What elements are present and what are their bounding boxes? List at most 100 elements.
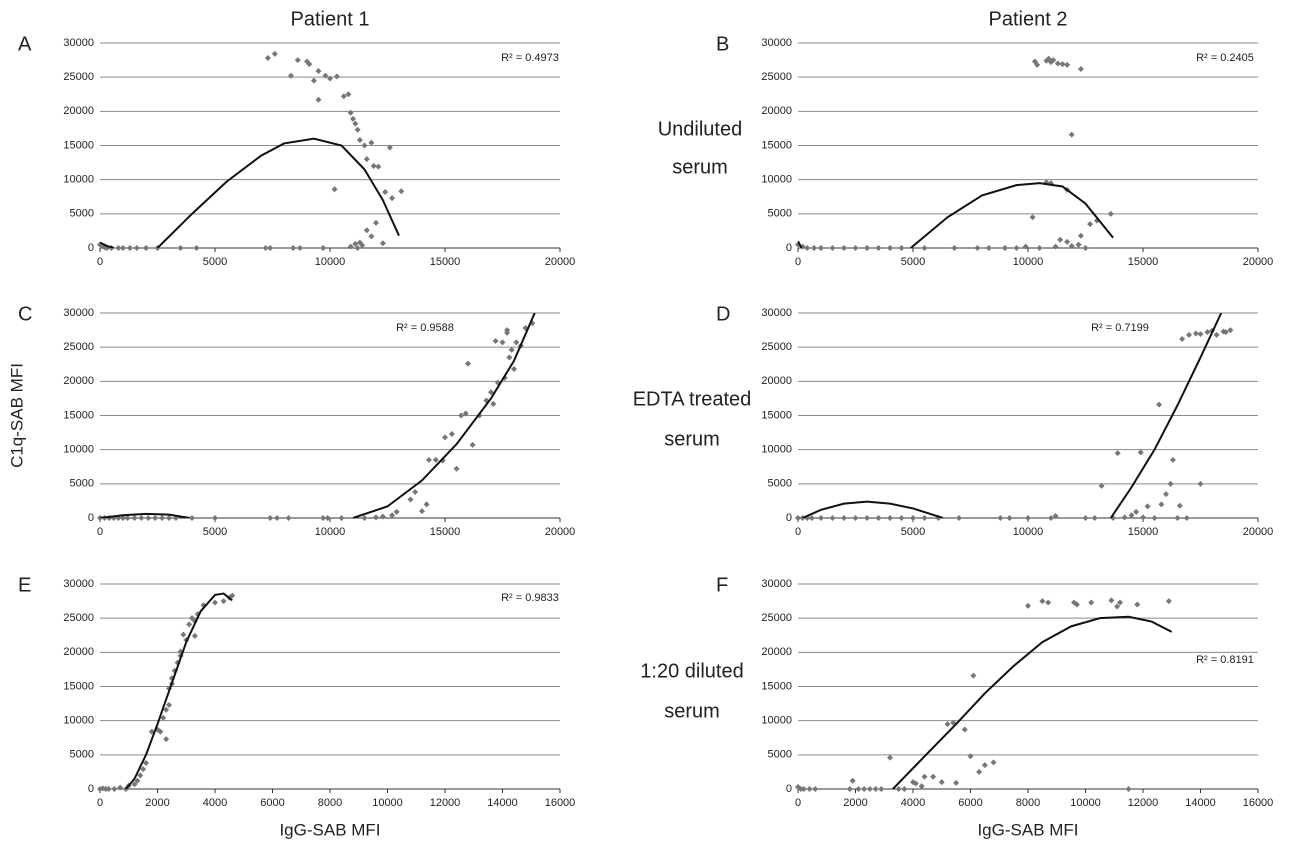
data-point	[956, 515, 962, 521]
data-point	[887, 515, 893, 521]
data-point	[310, 77, 317, 84]
data-point	[160, 714, 167, 721]
data-point	[1091, 515, 1098, 521]
data-point	[193, 245, 200, 251]
data-point	[166, 701, 172, 708]
data-point	[812, 786, 819, 792]
data-point	[841, 245, 847, 251]
y-tick-label: 20000	[63, 375, 94, 387]
data-point	[1117, 599, 1123, 606]
column-label: Patient 1	[291, 8, 370, 30]
data-point	[327, 75, 333, 82]
data-point	[166, 515, 172, 521]
data-point	[1052, 243, 1059, 250]
data-point	[1050, 57, 1057, 64]
trend-line	[100, 137, 400, 248]
data-point	[442, 434, 448, 441]
data-point	[331, 186, 338, 193]
data-point	[910, 515, 916, 521]
data-point	[393, 508, 400, 515]
data-point	[967, 753, 974, 760]
data-point	[143, 245, 149, 251]
data-point	[1140, 514, 1146, 521]
y-tick-label: 25000	[63, 71, 94, 83]
data-point	[1186, 331, 1192, 338]
data-point	[425, 456, 432, 463]
y-tick-label: 20000	[63, 105, 94, 117]
data-point	[354, 126, 361, 133]
data-point	[1125, 786, 1132, 792]
y-tick-label: 30000	[63, 37, 94, 49]
data-point	[379, 513, 386, 520]
data-point	[338, 515, 345, 521]
data-point	[1183, 515, 1190, 521]
data-point	[1197, 331, 1204, 338]
data-point	[1064, 61, 1071, 68]
data-point	[407, 496, 414, 503]
data-point	[976, 768, 983, 775]
data-point	[145, 515, 152, 521]
y-tick-label: 0	[786, 783, 792, 795]
y-tick-label: 30000	[761, 307, 792, 319]
data-point	[159, 515, 166, 521]
data-point	[1006, 515, 1013, 521]
data-point	[864, 515, 870, 521]
r-squared: R² = 0.9588	[396, 322, 454, 334]
data-point	[347, 243, 354, 250]
data-point	[180, 631, 187, 638]
data-point	[287, 72, 294, 79]
data-point	[846, 786, 853, 792]
data-point	[229, 592, 236, 599]
data-point	[373, 514, 379, 521]
data-point	[465, 360, 471, 367]
x-tick-label: 20000	[1243, 526, 1274, 538]
x-tick-label: 10000	[1013, 526, 1044, 538]
x-tick-label: 15000	[430, 256, 461, 268]
data-point	[898, 245, 905, 251]
trend-line	[798, 182, 1114, 248]
x-tick-label: 10000	[1070, 797, 1101, 809]
data-point	[120, 245, 126, 251]
data-point	[1128, 512, 1135, 519]
y-tick-label: 15000	[761, 680, 792, 692]
x-tick-label: 10000	[315, 256, 346, 268]
x-tick-label: 4000	[901, 797, 925, 809]
data-point	[1077, 65, 1084, 72]
data-point	[448, 430, 455, 437]
data-point	[1034, 61, 1041, 68]
data-point	[492, 338, 499, 345]
x-tick-label: 16000	[1243, 797, 1274, 809]
y-tick-label: 5000	[70, 749, 94, 761]
data-point	[324, 515, 331, 521]
data-point	[944, 721, 951, 728]
data-point	[1108, 597, 1115, 604]
data-point	[368, 233, 375, 240]
data-point	[499, 339, 506, 346]
data-point	[490, 400, 497, 407]
data-point	[412, 489, 419, 496]
panel-letter: D	[716, 303, 730, 325]
data-point	[1057, 236, 1064, 243]
data-point	[898, 515, 905, 521]
y-tick-label: 30000	[63, 307, 94, 319]
data-point	[131, 515, 138, 521]
data-point	[375, 163, 382, 170]
data-point	[1158, 501, 1165, 508]
data-point	[453, 465, 460, 472]
data-point	[152, 515, 159, 521]
x-tick-label: 20000	[545, 526, 576, 538]
data-point	[1059, 61, 1066, 68]
data-point	[115, 245, 122, 251]
data-point	[901, 786, 908, 792]
data-point	[800, 786, 807, 792]
data-point	[513, 339, 520, 346]
data-point	[363, 227, 370, 234]
data-point	[849, 777, 856, 784]
data-point	[997, 515, 1004, 521]
data-point	[985, 245, 992, 251]
data-point	[1169, 456, 1176, 463]
data-point	[1227, 327, 1234, 334]
data-point	[866, 786, 873, 792]
panel-letter: B	[716, 33, 729, 55]
data-point	[795, 515, 801, 521]
